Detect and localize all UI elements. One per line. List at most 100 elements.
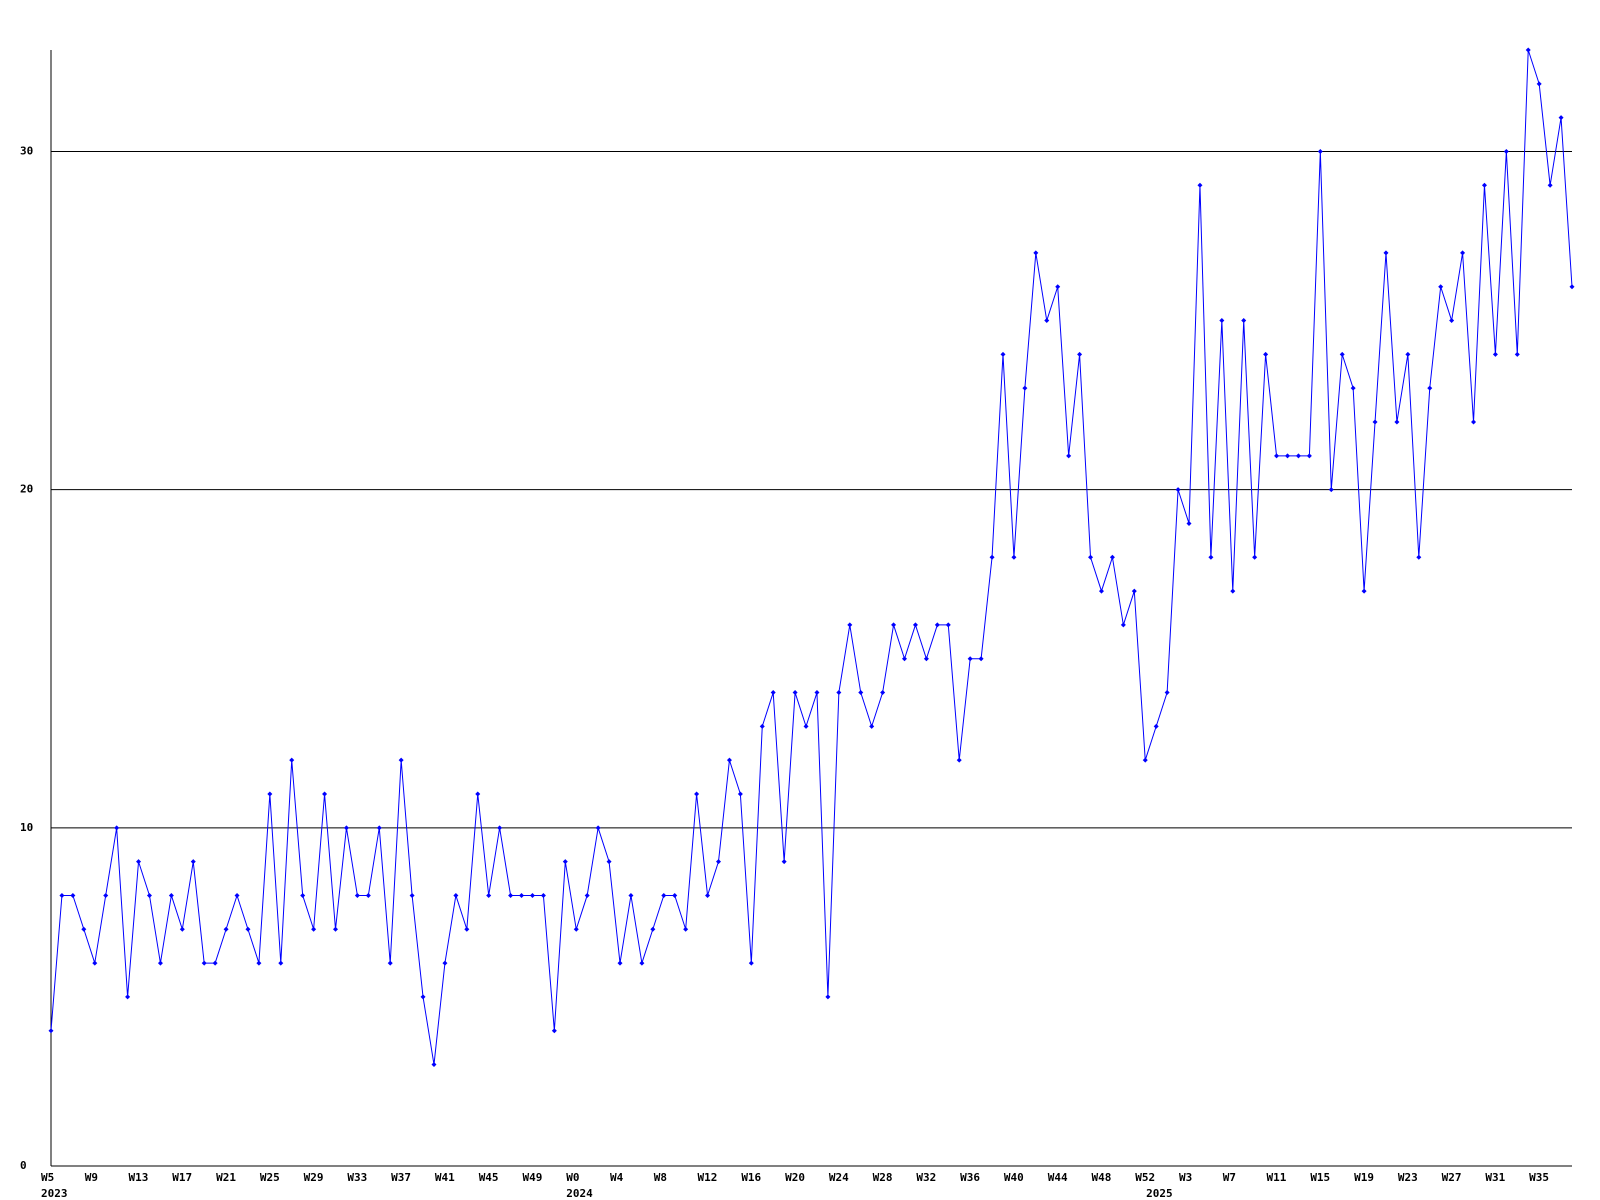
point bbox=[902, 656, 908, 662]
point bbox=[1350, 385, 1356, 391]
point bbox=[1372, 419, 1378, 425]
point bbox=[650, 926, 656, 932]
x-tick-label: W3 bbox=[1179, 1171, 1192, 1184]
point bbox=[1449, 318, 1455, 324]
x-tick-label: W33 bbox=[347, 1171, 367, 1184]
point bbox=[1339, 351, 1345, 357]
point bbox=[289, 757, 295, 763]
point bbox=[912, 622, 918, 628]
point bbox=[584, 892, 590, 898]
point bbox=[529, 892, 535, 898]
point bbox=[1164, 690, 1170, 696]
point bbox=[125, 994, 131, 1000]
point bbox=[726, 757, 732, 763]
point bbox=[967, 656, 973, 662]
x-tick-label: W45 bbox=[479, 1171, 499, 1184]
point bbox=[1547, 182, 1553, 188]
point bbox=[562, 859, 568, 865]
point bbox=[1109, 554, 1115, 560]
point bbox=[1120, 622, 1126, 628]
point bbox=[1252, 554, 1258, 560]
point bbox=[508, 892, 514, 898]
point bbox=[770, 690, 776, 696]
point bbox=[464, 926, 470, 932]
point bbox=[311, 926, 317, 932]
point bbox=[1514, 351, 1520, 357]
x-tick-label: W27 bbox=[1442, 1171, 1462, 1184]
point bbox=[354, 892, 360, 898]
point bbox=[333, 926, 339, 932]
point bbox=[475, 791, 481, 797]
point bbox=[617, 960, 623, 966]
point bbox=[201, 960, 207, 966]
point bbox=[519, 892, 525, 898]
point bbox=[103, 892, 109, 898]
point bbox=[1536, 81, 1542, 87]
x-tick-label: W29 bbox=[304, 1171, 324, 1184]
point bbox=[989, 554, 995, 560]
x-tick-label: W36 bbox=[960, 1171, 980, 1184]
point bbox=[1088, 554, 1094, 560]
point bbox=[814, 690, 820, 696]
point bbox=[1427, 385, 1433, 391]
point bbox=[1175, 487, 1181, 493]
point bbox=[759, 723, 765, 729]
x-tick-label: W8 bbox=[654, 1171, 667, 1184]
point bbox=[1022, 385, 1028, 391]
point bbox=[1219, 318, 1225, 324]
x-tick-label: W24 bbox=[829, 1171, 849, 1184]
point bbox=[114, 825, 120, 831]
x-tick-label: W44 bbox=[1048, 1171, 1068, 1184]
point bbox=[694, 791, 700, 797]
point bbox=[179, 926, 185, 932]
x-tick-label: W7 bbox=[1223, 1171, 1236, 1184]
point bbox=[705, 892, 711, 898]
point bbox=[661, 892, 667, 898]
x-tick-label: W28 bbox=[873, 1171, 893, 1184]
point bbox=[59, 892, 65, 898]
x-tick-label: W0 bbox=[566, 1171, 579, 1184]
point bbox=[836, 690, 842, 696]
point bbox=[267, 791, 273, 797]
point bbox=[1208, 554, 1214, 560]
point bbox=[1481, 182, 1487, 188]
point bbox=[891, 622, 897, 628]
point bbox=[212, 960, 218, 966]
point bbox=[1011, 554, 1017, 560]
point bbox=[672, 892, 678, 898]
point bbox=[803, 723, 809, 729]
point bbox=[420, 994, 426, 1000]
point bbox=[573, 926, 579, 932]
x-tick-label: W48 bbox=[1091, 1171, 1111, 1184]
point bbox=[1142, 757, 1148, 763]
point bbox=[1438, 284, 1444, 290]
point bbox=[1569, 284, 1575, 290]
x-tick-label: W15 bbox=[1310, 1171, 1330, 1184]
point bbox=[70, 892, 76, 898]
x-tick-label: W40 bbox=[1004, 1171, 1024, 1184]
point bbox=[683, 926, 689, 932]
x-tick-label: W25 bbox=[260, 1171, 280, 1184]
point bbox=[847, 622, 853, 628]
point bbox=[978, 656, 984, 662]
point bbox=[343, 825, 349, 831]
point bbox=[945, 622, 951, 628]
point bbox=[869, 723, 875, 729]
point bbox=[606, 859, 612, 865]
point bbox=[1295, 453, 1301, 459]
point bbox=[1153, 723, 1159, 729]
point bbox=[157, 960, 163, 966]
point bbox=[737, 791, 743, 797]
point bbox=[278, 960, 284, 966]
y-tick-label: 10 bbox=[20, 821, 33, 834]
point bbox=[1230, 588, 1236, 594]
point bbox=[1460, 250, 1466, 256]
point bbox=[497, 825, 503, 831]
point bbox=[486, 892, 492, 898]
point bbox=[1405, 351, 1411, 357]
x-group-label: 2025 bbox=[1146, 1187, 1173, 1200]
point bbox=[880, 690, 886, 696]
point bbox=[1416, 554, 1422, 560]
point bbox=[1361, 588, 1367, 594]
point bbox=[1241, 318, 1247, 324]
